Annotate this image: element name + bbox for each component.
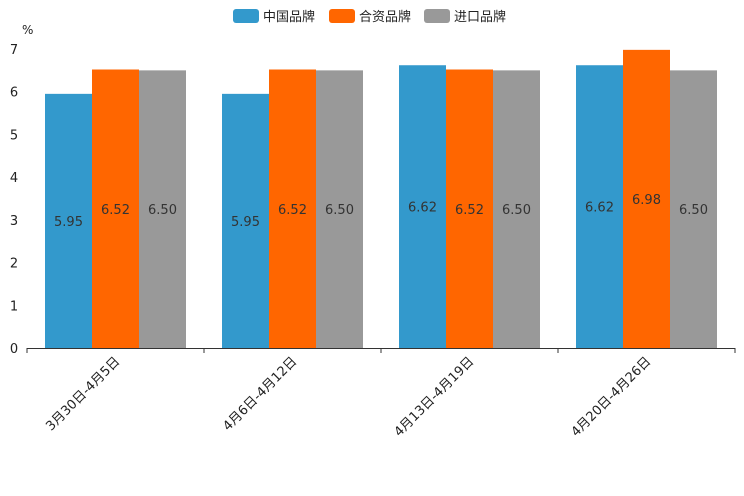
bar-2-0 bbox=[399, 65, 446, 348]
bar-0-1 bbox=[92, 69, 139, 348]
legend-label: 合资品牌 bbox=[359, 9, 411, 25]
bar-0-0 bbox=[45, 93, 92, 348]
bar-3-1 bbox=[623, 49, 670, 349]
data-label: 6.62 bbox=[408, 201, 437, 216]
legend-swatch bbox=[233, 9, 259, 23]
y-tick-label: 0 bbox=[10, 342, 18, 357]
legend: 中国品牌 合资品牌 进口品牌 bbox=[233, 9, 506, 25]
x-tick-label: 4月20日-4月26日 bbox=[569, 354, 655, 440]
bar-3-2 bbox=[670, 70, 717, 348]
data-label: 5.95 bbox=[54, 215, 83, 230]
bar-1-1 bbox=[269, 69, 316, 348]
bar-1-0 bbox=[222, 93, 269, 348]
legend-swatch bbox=[329, 9, 355, 23]
x-axis: 3月30日-4月5日 4月6日-4月12日 4月13日-4月19日 4月20日-4月2… bbox=[26, 348, 736, 440]
data-label: 6.52 bbox=[278, 203, 307, 218]
bar-3-0 bbox=[576, 65, 623, 348]
y-tick-label: 1 bbox=[10, 299, 18, 314]
data-label: 6.50 bbox=[679, 203, 708, 218]
y-tick-label: 2 bbox=[10, 257, 18, 272]
data-label: 5.95 bbox=[231, 215, 260, 230]
y-tick-label: 4 bbox=[10, 171, 18, 186]
data-label: 6.50 bbox=[502, 203, 531, 218]
bar-series bbox=[45, 49, 717, 349]
data-label: 6.52 bbox=[455, 203, 484, 218]
data-labels: 5.95 6.52 6.50 5.95 6.52 6.50 6.62 6.52 6.50 6.62… bbox=[54, 193, 708, 230]
data-label: 6.98 bbox=[632, 193, 661, 208]
legend-label: 中国品牌 bbox=[263, 9, 315, 25]
y-tick-label: 6 bbox=[10, 86, 18, 101]
y-tick-label: 7 bbox=[10, 43, 18, 58]
bar-0-2 bbox=[139, 70, 186, 348]
y-axis-unit-label: % bbox=[22, 23, 33, 37]
legend-label: 进口品牌 bbox=[454, 9, 506, 25]
data-label: 6.62 bbox=[585, 201, 614, 216]
x-tick-label: 3月30日-4月5日 bbox=[43, 354, 123, 434]
data-label: 6.50 bbox=[325, 203, 354, 218]
legend-swatch bbox=[424, 9, 450, 23]
bar-2-2 bbox=[493, 70, 540, 348]
x-tick-label: 4月6日-4月12日 bbox=[220, 354, 300, 434]
y-axis: 0 1 2 3 4 5 6 7 bbox=[10, 43, 18, 357]
data-label: 6.52 bbox=[101, 203, 130, 218]
y-tick-label: 5 bbox=[10, 128, 18, 143]
bar-1-2 bbox=[316, 70, 363, 348]
x-tick-label: 4月13日-4月19日 bbox=[392, 354, 478, 440]
y-tick-label: 3 bbox=[10, 214, 18, 229]
data-label: 6.50 bbox=[148, 203, 177, 218]
bar-2-1 bbox=[446, 69, 493, 348]
